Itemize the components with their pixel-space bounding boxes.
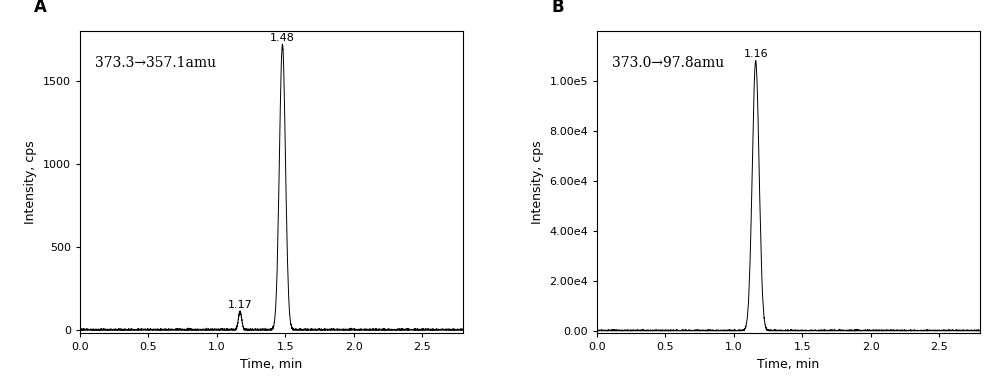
X-axis label: Time, min: Time, min bbox=[757, 358, 820, 371]
Text: 373.3→357.1amu: 373.3→357.1amu bbox=[95, 56, 216, 69]
X-axis label: Time, min: Time, min bbox=[240, 358, 303, 371]
Y-axis label: Intensity, cps: Intensity, cps bbox=[24, 140, 37, 224]
Text: 373.0→97.8amu: 373.0→97.8amu bbox=[612, 56, 725, 69]
Text: 1.48: 1.48 bbox=[270, 33, 295, 43]
Text: B: B bbox=[551, 0, 564, 16]
Y-axis label: Intensity, cps: Intensity, cps bbox=[531, 140, 544, 224]
Text: 1.16: 1.16 bbox=[743, 49, 768, 59]
Text: A: A bbox=[34, 0, 47, 16]
Text: 1.17: 1.17 bbox=[228, 300, 252, 310]
